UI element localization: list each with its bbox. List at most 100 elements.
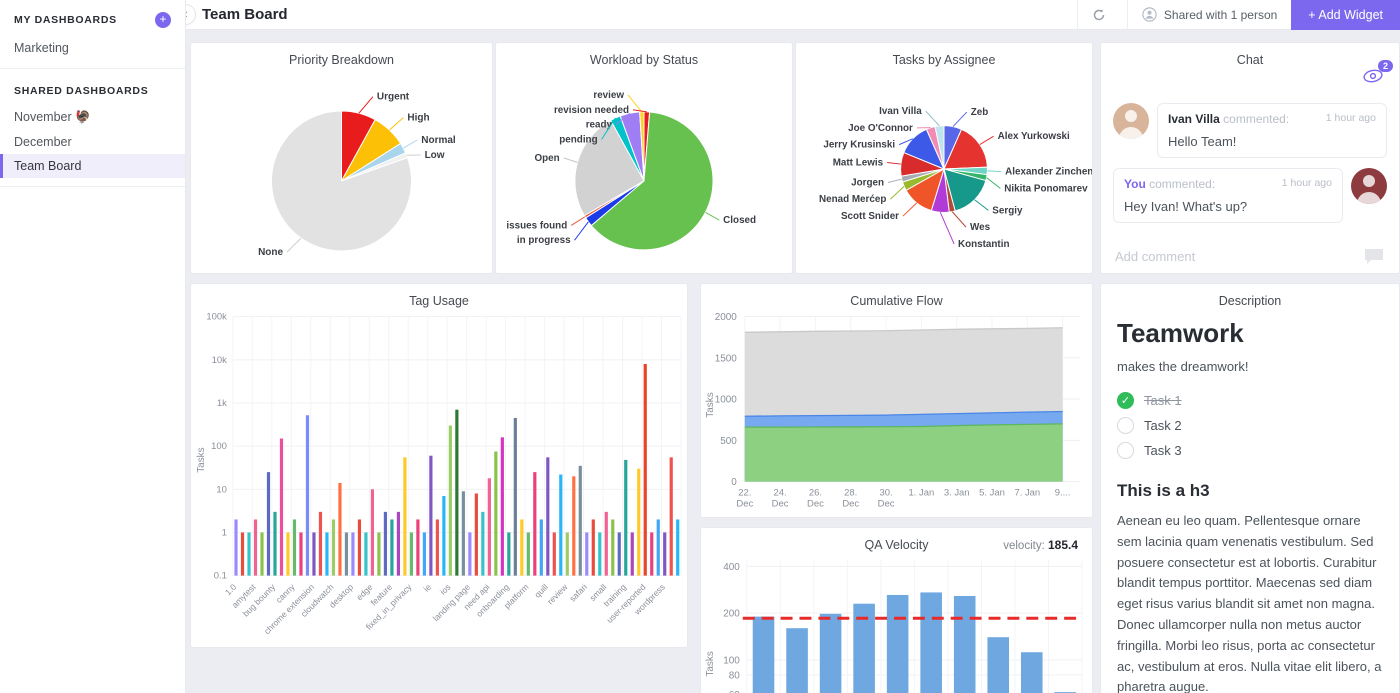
add-comment-input[interactable]: Add comment [1115, 247, 1385, 265]
comment-author: You [1124, 177, 1146, 191]
comment-time: 1 hour ago [1325, 112, 1376, 124]
svg-text:review: review [593, 90, 624, 101]
svg-text:High: High [407, 113, 429, 124]
velocity-label: velocity: [1003, 540, 1045, 552]
svg-text:28.Dec: 28. Dec [842, 488, 859, 510]
qa-velocity-bar-chart: 400 200 100 80 60 Tasks [705, 559, 1083, 693]
svg-text:in progress: in progress [517, 235, 571, 246]
svg-text:10k: 10k [212, 355, 228, 366]
svg-text:revision needed: revision needed [554, 105, 629, 116]
svg-text:0: 0 [731, 477, 737, 488]
svg-text:Scott Snider: Scott Snider [841, 211, 899, 222]
svg-text:safari: safari [567, 582, 589, 604]
widget-tag-usage: Tag Usage 100k 10k 1k 100 10 1 0.1 1.0 amytest bu… [190, 283, 688, 648]
widget-title: Priority Breakdown [289, 53, 394, 67]
task-checkbox[interactable] [1117, 442, 1134, 459]
checklist-item: Task 3 [1117, 438, 1383, 463]
widget-priority-breakdown: Priority Breakdown None Urgent High Normal L… [190, 42, 493, 274]
comment-action: commented: [1149, 177, 1216, 191]
comment-body: Hello Team! [1168, 134, 1237, 149]
svg-text:Wes: Wes [970, 222, 991, 233]
widget-title: Tag Usage [409, 294, 469, 308]
widget-title: Workload by Status [589, 53, 699, 67]
widget-title: Cumulative Flow [850, 294, 943, 308]
priority-breakdown-pie-chart: None Urgent High Normal Low [258, 92, 456, 258]
svg-text:1.0: 1.0 [223, 582, 239, 598]
add-widget-button[interactable]: + Add Widget [1291, 0, 1400, 30]
svg-text:Sergiy: Sergiy [992, 205, 1023, 216]
svg-text:Joe O'Connor: Joe O'Connor [848, 123, 913, 134]
svg-text:None: None [258, 247, 283, 258]
svg-text:Tasks: Tasks [705, 651, 716, 676]
widget-chat: Chat 2 Ivan Villa commented: 1 hour ago [1100, 42, 1400, 274]
svg-text:30.Dec: 30. Dec [878, 488, 895, 510]
chat-comment: You commented: 1 hour ago Hey Ivan! What… [1101, 160, 1399, 225]
shared-dashboards-header: SHARED DASHBOARDS [14, 85, 149, 97]
add-dashboard-button[interactable]: + [155, 12, 171, 28]
task-checkbox-checked[interactable]: ✓ [1117, 392, 1134, 409]
sidebar-item-team-board[interactable]: Team Board [0, 154, 185, 178]
svg-text:2000: 2000 [715, 312, 738, 323]
svg-text:80: 80 [729, 670, 741, 681]
task-label: Task 3 [1144, 443, 1182, 458]
svg-text:1500: 1500 [715, 353, 738, 364]
svg-text:400: 400 [723, 562, 740, 573]
shared-with-label: Shared with 1 person [1163, 7, 1278, 22]
svg-text:Konstantin: Konstantin [958, 239, 1009, 250]
topbar: ‹ Team Board Shared with 1 person + Add … [175, 0, 1400, 30]
svg-text:Nikita Ponomarev: Nikita Ponomarev [1004, 183, 1088, 194]
widget-title: Tasks by Assignee [892, 53, 996, 67]
svg-text:review: review [545, 581, 570, 606]
widget-title: Chat [1236, 53, 1264, 67]
add-comment-placeholder: Add comment [1115, 248, 1196, 264]
task-checkbox[interactable] [1117, 417, 1134, 434]
task-label: Task 2 [1144, 418, 1182, 433]
avatar[interactable] [1113, 103, 1149, 139]
svg-text:Closed: Closed [723, 215, 756, 226]
comment-bubble-icon [1365, 249, 1383, 264]
svg-text:1000: 1000 [715, 395, 738, 406]
svg-text:Urgent: Urgent [377, 92, 410, 103]
comment-bubble: You commented: 1 hour ago Hey Ivan! What… [1113, 168, 1343, 223]
svg-text:10: 10 [216, 484, 227, 495]
avatar[interactable] [1351, 168, 1387, 204]
sidebar-item-november[interactable]: November 🦃 [14, 110, 91, 124]
velocity-readout: velocity: 185.4 [1003, 538, 1078, 552]
refresh-button[interactable] [1076, 0, 1127, 30]
sidebar-divider [0, 186, 185, 187]
widget-tasks-by-assignee: Tasks by Assignee Ivan Villa Joe O'Connor… [795, 42, 1093, 274]
svg-text:ios: ios [438, 582, 453, 597]
comment-author: Ivan Villa [1168, 112, 1220, 126]
sidebar: MY DASHBOARDS + Marketing SHARED DASHBOA… [0, 0, 186, 693]
svg-text:100: 100 [723, 655, 740, 666]
svg-text:5. Jan: 5. Jan [979, 488, 1005, 499]
svg-text:Low: Low [425, 150, 445, 161]
my-dashboards-header: MY DASHBOARDS [14, 14, 117, 26]
watchers-toggle[interactable]: 2 [1361, 60, 1393, 90]
eye-icon [1363, 69, 1383, 83]
watchers-count-badge: 2 [1377, 60, 1393, 72]
sidebar-item-marketing[interactable]: Marketing [14, 41, 69, 55]
description-subheading: makes the dreamwork! [1117, 359, 1249, 374]
shared-with-button[interactable]: Shared with 1 person [1126, 0, 1291, 30]
svg-text:Jorgen: Jorgen [851, 177, 884, 188]
svg-text:1. Jan: 1. Jan [909, 488, 935, 499]
sidebar-divider [0, 68, 185, 69]
widget-title: Description [1218, 294, 1282, 308]
svg-text:Alex Yurkowski: Alex Yurkowski [998, 131, 1070, 142]
checklist-item: ✓ Task 1 [1117, 388, 1383, 413]
svg-text:7. Jan: 7. Jan [1014, 488, 1040, 499]
dashboard-grid: Priority Breakdown None Urgent High Normal L… [186, 30, 1400, 693]
sidebar-item-december[interactable]: December [14, 135, 72, 149]
widget-title: QA Velocity [864, 538, 929, 552]
widget-cumulative-flow: Cumulative Flow 0 500 1000 1500 2000 22. Dec 24… [700, 283, 1093, 518]
svg-text:1k: 1k [217, 398, 227, 409]
svg-text:Normal: Normal [421, 135, 456, 146]
svg-text:ie: ie [421, 582, 433, 594]
svg-text:26.Dec: 26. Dec [807, 488, 824, 510]
svg-text:Jerry Krusinski: Jerry Krusinski [823, 140, 895, 151]
velocity-value: 185.4 [1047, 538, 1078, 552]
description-paragraph: Aenean eu leo quam. Pellentesque ornare … [1117, 513, 1382, 693]
